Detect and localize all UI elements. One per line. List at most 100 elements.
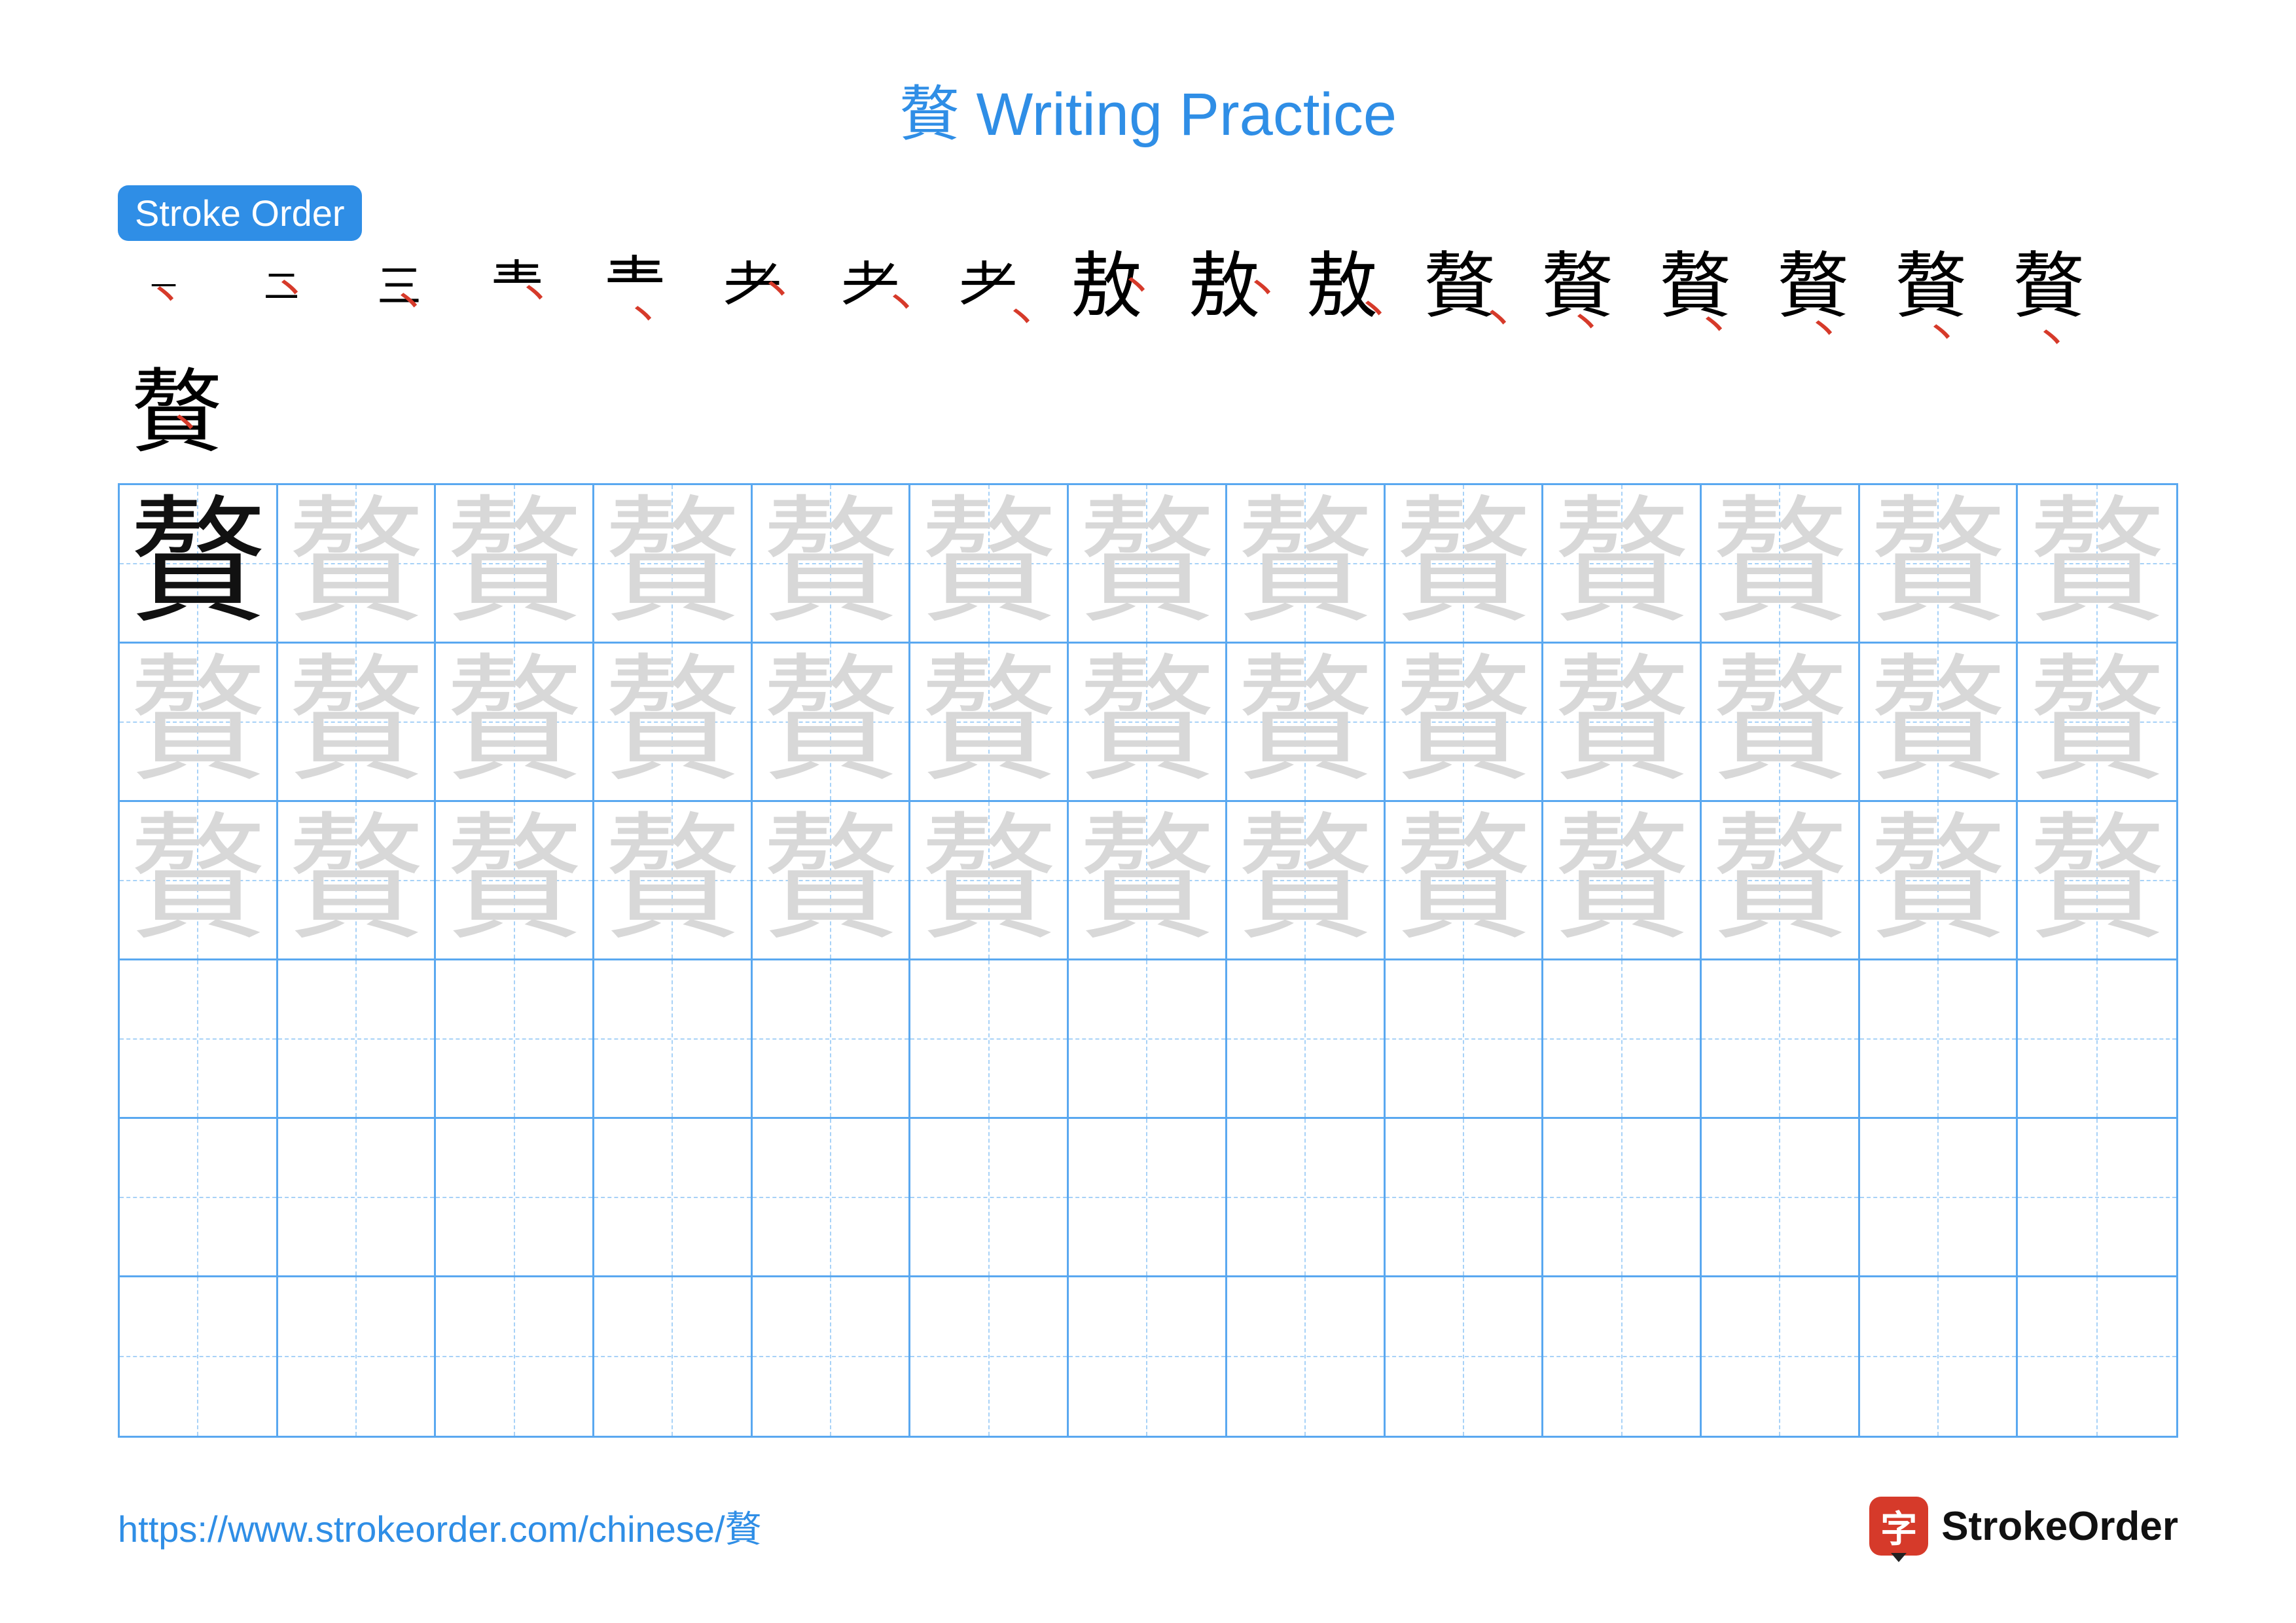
grid-row bbox=[120, 960, 2176, 1119]
grid-cell bbox=[594, 1277, 753, 1436]
trace-character: 贅 bbox=[287, 495, 425, 632]
grid-cell bbox=[1860, 960, 2018, 1119]
grid-cell: 贅 bbox=[1702, 644, 1860, 802]
grid-cell: 贅 bbox=[1069, 644, 1227, 802]
trace-character: 贅 bbox=[446, 812, 583, 949]
grid-cell: 贅 bbox=[910, 802, 1069, 960]
grid-cell bbox=[278, 1119, 437, 1277]
stroke-step: 贅丶 bbox=[1767, 241, 1859, 333]
trace-character: 贅 bbox=[1711, 495, 1848, 632]
trace-character: 贅 bbox=[1553, 812, 1691, 949]
grid-cell bbox=[594, 1119, 753, 1277]
grid-cell bbox=[120, 1119, 278, 1277]
trace-character: 贅 bbox=[762, 653, 899, 791]
grid-cell bbox=[1069, 1119, 1227, 1277]
grid-cell: 贅 bbox=[1860, 485, 2018, 644]
stroke-step-char: 敖 bbox=[1188, 251, 1260, 323]
brand: 字 StrokeOrder bbox=[1869, 1497, 2178, 1556]
trace-character: 贅 bbox=[2028, 495, 2166, 632]
grid-cell bbox=[1069, 960, 1227, 1119]
grid-cell bbox=[120, 960, 278, 1119]
grid-cell bbox=[1227, 960, 1386, 1119]
trace-character: 贅 bbox=[603, 495, 741, 632]
trace-character: 贅 bbox=[1236, 495, 1374, 632]
trace-character: 贅 bbox=[1078, 812, 1215, 949]
grid-cell bbox=[753, 1119, 911, 1277]
grid-cell: 贅 bbox=[1702, 802, 1860, 960]
stroke-step: 耂丶 bbox=[825, 241, 916, 333]
stroke-step-char: 贅 bbox=[1777, 251, 1849, 323]
stroke-step-char: 贅 bbox=[1659, 251, 1731, 323]
grid-row bbox=[120, 1119, 2176, 1277]
grid-cell: 贅 bbox=[120, 802, 278, 960]
grid-cell: 贅 bbox=[1227, 802, 1386, 960]
grid-cell: 贅 bbox=[594, 644, 753, 802]
grid-cell: 贅 bbox=[1386, 802, 1544, 960]
grid-cell: 贅 bbox=[2018, 802, 2176, 960]
grid-row bbox=[120, 1277, 2176, 1436]
grid-cell: 贅 bbox=[753, 485, 911, 644]
stroke-step: 贅丶 bbox=[1649, 241, 1741, 333]
grid-cell: 贅 bbox=[278, 644, 437, 802]
stroke-step-char: 耂 bbox=[723, 257, 782, 316]
grid-cell: 贅 bbox=[1069, 802, 1227, 960]
stroke-step: 贅丶 bbox=[2003, 241, 2094, 333]
trace-character: 贅 bbox=[603, 812, 741, 949]
stroke-step-char: 贅 bbox=[1424, 251, 1496, 323]
grid-cell: 贅 bbox=[753, 644, 911, 802]
grid-cell: 贅 bbox=[753, 802, 911, 960]
grid-cell bbox=[753, 960, 911, 1119]
trace-character: 贅 bbox=[1395, 812, 1532, 949]
grid-cell bbox=[436, 960, 594, 1119]
grid-cell bbox=[594, 960, 753, 1119]
stroke-step-char: 敖 bbox=[1306, 251, 1378, 323]
practice-sheet: 贅 Writing Practice Stroke Order 一丶二丶三丶龶丶… bbox=[0, 0, 2296, 1623]
trace-character: 贅 bbox=[446, 653, 583, 791]
grid-cell bbox=[1543, 960, 1702, 1119]
stroke-step: 龶丶 bbox=[589, 241, 681, 333]
grid-cell: 贅 bbox=[2018, 644, 2176, 802]
stroke-step-char: 贅 bbox=[2013, 251, 2085, 323]
grid-cell: 贅 bbox=[1227, 644, 1386, 802]
grid-cell bbox=[436, 1119, 594, 1277]
grid-cell bbox=[1227, 1277, 1386, 1436]
grid-cell bbox=[910, 1119, 1069, 1277]
practice-grid: 贅贅贅贅贅贅贅贅贅贅贅贅贅贅贅贅贅贅贅贅贅贅贅贅贅贅贅贅贅贅贅贅贅贅贅贅贅贅贅 bbox=[118, 483, 2178, 1438]
grid-cell bbox=[1543, 1277, 1702, 1436]
stroke-step: 耂丶 bbox=[707, 241, 798, 333]
trace-character: 贅 bbox=[920, 653, 1058, 791]
stroke-step: 敖丶 bbox=[1060, 241, 1152, 333]
stroke-step: 龶丶 bbox=[471, 241, 563, 333]
grid-cell: 贅 bbox=[1386, 485, 1544, 644]
grid-cell: 贅 bbox=[1543, 485, 1702, 644]
stroke-step: 贅丶 bbox=[1532, 241, 1623, 333]
model-character: 贅 bbox=[129, 495, 266, 632]
grid-cell: 贅 bbox=[436, 644, 594, 802]
stroke-order-row: Stroke Order 一丶二丶三丶龶丶龶丶耂丶耂丶耂丶敖丶敖丶敖丶贅丶贅丶贅… bbox=[118, 185, 2178, 333]
grid-cell: 贅 bbox=[1702, 485, 1860, 644]
grid-cell bbox=[278, 1277, 437, 1436]
stroke-order-label: Stroke Order bbox=[118, 185, 362, 241]
trace-character: 贅 bbox=[762, 495, 899, 632]
grid-cell bbox=[1860, 1277, 2018, 1436]
trace-character: 贅 bbox=[1869, 495, 2007, 632]
stroke-step-char: 二 bbox=[264, 269, 299, 304]
grid-cell: 贅 bbox=[1543, 644, 1702, 802]
grid-cell: 贅 bbox=[910, 485, 1069, 644]
stroke-step-char: 龶 bbox=[490, 260, 544, 314]
grid-cell bbox=[753, 1277, 911, 1436]
grid-cell bbox=[1227, 1119, 1386, 1277]
stroke-accent-icon: 丶 bbox=[169, 398, 202, 445]
trace-character: 贅 bbox=[762, 812, 899, 949]
trace-character: 贅 bbox=[2028, 653, 2166, 791]
grid-cell bbox=[1386, 960, 1544, 1119]
trace-character: 贅 bbox=[1869, 812, 2007, 949]
grid-cell: 贅 bbox=[278, 485, 437, 644]
trace-character: 贅 bbox=[1711, 812, 1848, 949]
stroke-step-char: 贅 bbox=[1895, 251, 1967, 323]
source-url: https://www.strokeorder.com/chinese/贅 bbox=[118, 1500, 762, 1553]
trace-character: 贅 bbox=[1553, 495, 1691, 632]
grid-cell: 贅 bbox=[278, 802, 437, 960]
grid-cell: 贅 bbox=[594, 485, 753, 644]
grid-cell: 贅 bbox=[1860, 802, 2018, 960]
